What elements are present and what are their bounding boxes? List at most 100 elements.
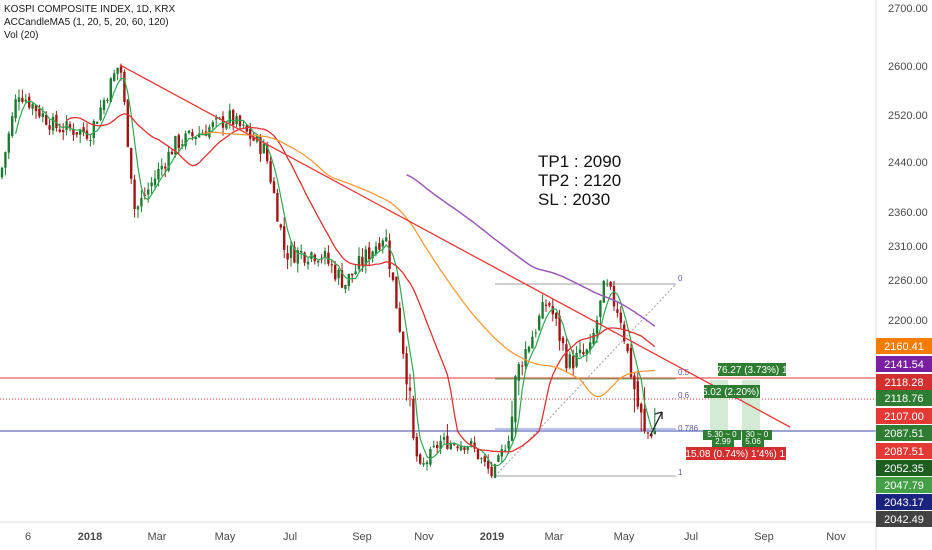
candle-body	[21, 98, 23, 102]
candle-body	[487, 461, 489, 469]
price-tag-label: 2107.00	[884, 411, 924, 423]
trade-box-label: '4%) 1	[757, 449, 785, 460]
candle-body	[429, 449, 431, 465]
y-tick-label: 2440.00	[888, 157, 928, 169]
x-tick-label: May	[215, 531, 236, 543]
candle-body	[616, 309, 618, 313]
candle-body	[484, 456, 486, 461]
candle-body	[96, 122, 98, 124]
candle-body	[133, 180, 135, 209]
candle-body	[480, 458, 482, 459]
candle-body	[89, 140, 91, 141]
candle-body	[171, 152, 173, 155]
x-tick-label: 2018	[78, 531, 102, 543]
candle-body	[637, 381, 639, 406]
x-tick-label: 6	[25, 531, 31, 543]
candle-body	[154, 179, 156, 186]
candle-body	[511, 417, 513, 441]
trade-notes: TP1 : 2090 TP2 : 2120 SL : 2030	[538, 152, 621, 209]
candle-body	[562, 338, 564, 343]
candle-body	[348, 274, 350, 286]
candle-body	[433, 446, 435, 447]
trade-box-label: 45.02 (2.20%) 1	[696, 387, 768, 398]
candle-body	[463, 447, 465, 450]
candle-body	[14, 99, 16, 118]
candle-body	[409, 388, 411, 391]
candle-body	[93, 121, 95, 138]
candle-body	[229, 110, 231, 122]
x-tick-label: 2019	[480, 531, 504, 543]
candle-body	[422, 463, 424, 465]
candle-body	[116, 68, 118, 74]
price-tag-label: 2087.51	[884, 428, 924, 440]
candle-body	[212, 122, 214, 127]
candle-body	[120, 66, 122, 72]
candle-body	[501, 449, 503, 456]
price-tag-label: 2141.54	[884, 359, 924, 371]
candle-body	[426, 462, 428, 464]
candle-body	[242, 125, 244, 126]
candle-body	[300, 251, 302, 253]
x-tick-label: Nov	[826, 531, 846, 543]
candle-body	[344, 285, 346, 289]
x-tick-label: Mar	[148, 531, 167, 543]
x-tick-label: Nov	[414, 531, 434, 543]
x-tick-label: Sep	[352, 531, 372, 543]
y-tick-label: 2700.00	[888, 3, 928, 15]
candle-body	[351, 274, 353, 276]
candle-body	[592, 333, 594, 344]
candle-body	[52, 117, 54, 131]
candle-body	[392, 272, 394, 280]
tp2-note: TP2 : 2120	[538, 171, 621, 190]
tp1-note: TP1 : 2090	[538, 152, 621, 171]
candle-body	[1, 168, 3, 178]
candle-body	[582, 352, 584, 354]
candle-body	[399, 308, 401, 332]
candle-body	[541, 302, 543, 318]
candle-body	[164, 167, 166, 169]
price-tag-label: 2043.17	[884, 497, 924, 509]
candle-body	[640, 404, 642, 413]
candle-body	[385, 237, 387, 241]
candle-body	[307, 262, 309, 265]
candle-body	[130, 148, 132, 179]
candle-body	[538, 316, 540, 330]
candle-body	[273, 181, 275, 193]
candle-body	[613, 286, 615, 306]
candle-body	[150, 183, 152, 187]
candle-body	[528, 347, 530, 352]
candle-body	[317, 261, 319, 263]
candle-body	[123, 72, 125, 102]
candle-body	[524, 349, 526, 366]
candle-body	[575, 353, 577, 367]
candle-body	[572, 356, 574, 368]
trade-box-label: 76.27 (3.73%) 1	[716, 365, 788, 376]
candle-body	[507, 441, 509, 449]
price-tag-label: 2118.28	[885, 377, 924, 389]
candle-body	[388, 241, 390, 269]
candle-body	[225, 124, 227, 129]
candle-body	[11, 116, 13, 136]
candle-body	[443, 437, 445, 440]
price-tag-label: 2052.35	[884, 463, 924, 475]
candle-body	[137, 206, 139, 209]
candle-body	[113, 73, 115, 81]
candle-body	[623, 325, 625, 342]
candle-body	[606, 284, 608, 285]
candle-body	[405, 353, 407, 384]
candle-body	[419, 454, 421, 463]
trade-box-label: 15.08 (0.74%) 1	[685, 449, 757, 460]
fib-label: 1	[678, 468, 683, 477]
candle-body	[188, 131, 190, 133]
candle-body	[395, 277, 397, 309]
candle-body	[477, 449, 479, 459]
candle-body	[555, 313, 557, 319]
candle-body	[579, 350, 581, 353]
x-tick-label: Sep	[754, 531, 774, 543]
price-tag-label: 2160.41	[884, 341, 924, 353]
candle-body	[368, 247, 370, 259]
time-axis: 6 2018 Mar May Jul Sep Nov 2019 Mar May Jul Sep Nov	[0, 522, 876, 543]
candle-body	[283, 226, 285, 249]
fib-diagonal	[495, 284, 676, 476]
